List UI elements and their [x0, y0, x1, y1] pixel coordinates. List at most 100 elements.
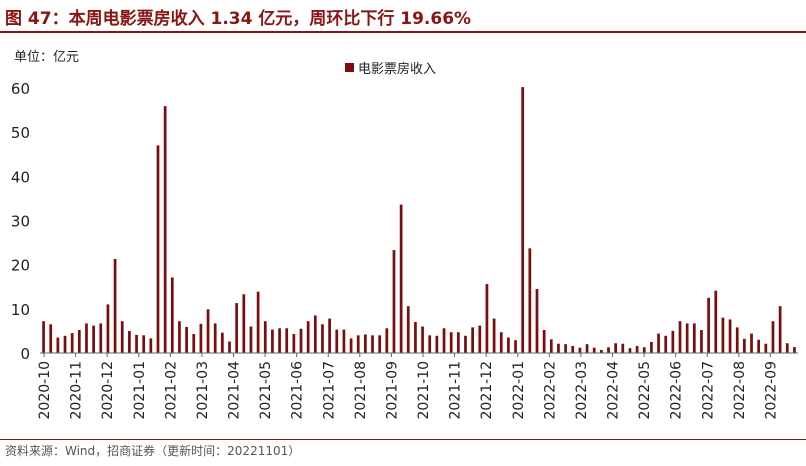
bar-67: [521, 87, 525, 354]
bar-88: [671, 330, 675, 353]
bar-90: [685, 323, 689, 353]
x-tick-label-2022-01: 2022-01: [511, 361, 527, 420]
bar-89: [678, 321, 682, 353]
x-tick-label-2020-11: 2020-11: [69, 361, 85, 420]
bar-49: [392, 250, 396, 353]
title-divider: [0, 31, 806, 33]
bar-42: [342, 329, 346, 353]
bar-36: [299, 328, 303, 353]
x-tick-label-2021-11: 2021-11: [448, 361, 464, 420]
bar-23: [206, 309, 210, 353]
bar-41: [335, 329, 339, 353]
bar-92: [700, 330, 703, 353]
bar-104: [785, 343, 789, 353]
bar-8: [99, 323, 103, 353]
bar-2: [56, 337, 60, 353]
bar-5: [77, 330, 81, 353]
bar-75: [578, 347, 582, 353]
x-tick-label-2022-09: 2022-09: [763, 361, 779, 420]
bar-100: [757, 339, 761, 353]
x-tick-label-2021-05: 2021-05: [258, 361, 274, 420]
bar-14: [142, 335, 146, 353]
unit-label: 单位：亿元: [14, 50, 80, 65]
source-note: 资料来源：Wind，招商证券（更新时间：20221101）: [5, 444, 301, 458]
bar-31: [263, 321, 267, 353]
bar-91: [692, 323, 696, 353]
x-tick-label-2021-01: 2021-01: [132, 361, 148, 420]
bar-57: [449, 332, 453, 353]
x-tick-label-2021-07: 2021-07: [321, 361, 337, 420]
bar-48: [385, 328, 389, 353]
bar-70: [542, 330, 546, 353]
bar-13: [135, 334, 138, 353]
bar-33: [278, 328, 281, 353]
bar-86: [657, 333, 660, 353]
bar-80: [614, 343, 618, 353]
bar-46: [371, 335, 374, 353]
x-tick-label-2021-10: 2021-10: [416, 361, 432, 420]
bar-55: [435, 335, 439, 353]
bar-62: [485, 284, 489, 353]
bar-65: [507, 337, 510, 353]
x-tick-label-2021-02: 2021-02: [163, 361, 179, 420]
bar-66: [514, 340, 517, 353]
bar-1: [49, 324, 53, 353]
bars: [42, 87, 796, 354]
bar-16: [156, 145, 160, 353]
x-tick-label-2022-04: 2022-04: [606, 361, 622, 420]
bar-44: [356, 335, 360, 353]
y-tick-label-0: 0: [20, 345, 30, 363]
bar-99: [750, 333, 753, 353]
bar-98: [743, 338, 746, 353]
x-tick-label-2021-03: 2021-03: [195, 361, 211, 420]
x-tick-label-2021-04: 2021-04: [227, 361, 243, 420]
bar-87: [664, 335, 668, 353]
bar-78: [599, 349, 603, 353]
bar-105: [793, 347, 796, 353]
bar-56: [442, 328, 446, 353]
bar-4: [70, 333, 74, 354]
x-tick-label-2021-09: 2021-09: [384, 361, 400, 420]
bar-26: [228, 341, 231, 353]
legend-label: 电影票房收入: [358, 62, 437, 77]
x-tick-label-2022-06: 2022-06: [669, 361, 685, 420]
x-tick-label-2021-08: 2021-08: [353, 361, 369, 420]
bar-6: [85, 323, 88, 353]
bar-18: [170, 277, 174, 353]
bar-47: [378, 335, 382, 353]
bar-103: [778, 306, 782, 353]
bar-22: [199, 323, 203, 353]
bar-45: [364, 334, 367, 353]
bar-7: [92, 325, 95, 353]
bar-30: [256, 291, 260, 353]
bar-76: [585, 344, 589, 353]
bar-3: [63, 335, 67, 353]
bar-96: [728, 319, 732, 353]
bar-10: [113, 258, 117, 353]
bar-93: [707, 297, 710, 353]
bar-9: [106, 304, 110, 353]
y-tick-label-20: 20: [11, 257, 30, 275]
bar-59: [464, 335, 467, 353]
bar-0: [42, 321, 45, 353]
y-tick-label-40: 40: [11, 168, 30, 186]
x-tick-label-2022-02: 2022-02: [542, 361, 558, 420]
bar-27: [235, 303, 239, 353]
bar-94: [714, 290, 718, 353]
bar-63: [492, 318, 496, 353]
x-tick-label-2021-06: 2021-06: [290, 361, 306, 420]
bar-52: [414, 322, 417, 353]
bar-15: [149, 338, 153, 353]
x-tick-label-2020-12: 2020-12: [100, 361, 116, 420]
bar-12: [128, 330, 131, 353]
legend: 电影票房收入: [345, 58, 436, 77]
bar-79: [607, 347, 610, 353]
bar-82: [628, 348, 632, 353]
x-tick-label-2021-12: 2021-12: [479, 361, 495, 420]
bar-97: [735, 327, 739, 353]
bar-37: [306, 321, 310, 353]
bar-32: [271, 329, 274, 353]
bar-38: [313, 315, 317, 353]
bar-102: [771, 321, 775, 353]
bar-34: [285, 328, 289, 353]
